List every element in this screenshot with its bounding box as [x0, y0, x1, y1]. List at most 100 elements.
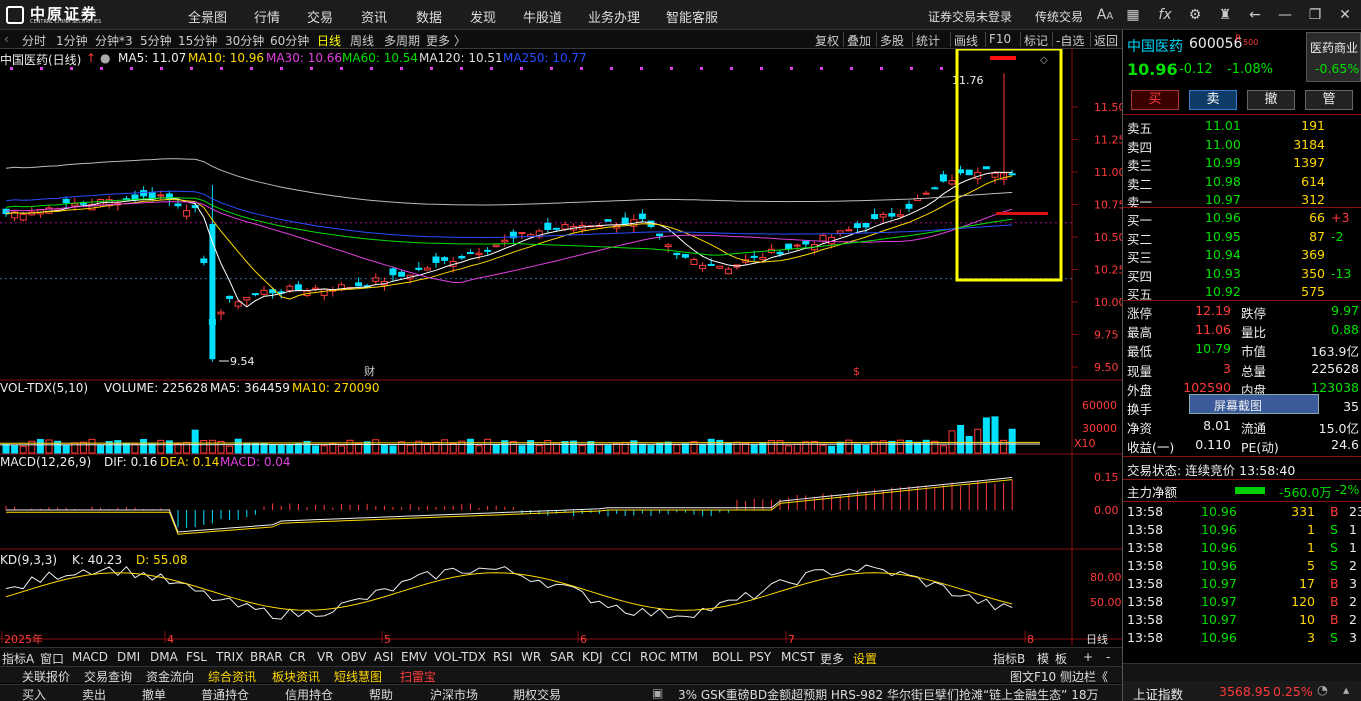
- menu-item-0[interactable]: 全景图: [188, 11, 228, 26]
- indicator-tab-0[interactable]: 指标A: [2, 652, 35, 666]
- close-icon[interactable]: ✕: [1339, 7, 1351, 23]
- shirt-skin-icon[interactable]: ♜: [1218, 7, 1232, 23]
- chart-tool-4[interactable]: 画线: [954, 34, 979, 48]
- side-tab-strip[interactable]: [1123, 663, 1361, 681]
- left-arrow-icon[interactable]: ‹: [4, 32, 9, 46]
- trade-shortcut-2[interactable]: 撤单: [142, 688, 167, 701]
- grid-icon[interactable]: ▦: [1126, 7, 1140, 23]
- font-size-icon[interactable]: AA: [1096, 7, 1114, 23]
- trade-shortcut-6[interactable]: 沪深市场: [430, 688, 479, 701]
- period-9[interactable]: 多周期: [384, 34, 421, 48]
- trade-shortcut-0[interactable]: 买入: [22, 688, 47, 701]
- ask-price[interactable]: 11.01: [1205, 118, 1241, 133]
- period-0[interactable]: 分时: [22, 34, 47, 48]
- indicator-tab-20[interactable]: MTM: [670, 650, 699, 664]
- trade-shortcut-4[interactable]: 信用持仓: [285, 688, 334, 701]
- sell-button[interactable]: 卖: [1189, 90, 1237, 110]
- indicator-tab-2[interactable]: MACD: [72, 650, 108, 664]
- period-1[interactable]: 1分钟: [56, 34, 88, 48]
- indicator-right-2[interactable]: 板: [1055, 652, 1068, 666]
- indicator-right-3[interactable]: +: [1083, 650, 1094, 664]
- indicator-tab-1[interactable]: 窗口: [40, 652, 65, 666]
- info-tab-6[interactable]: 扫雷宝: [400, 670, 437, 684]
- indicator-right-0[interactable]: 指标B: [993, 652, 1026, 666]
- info-tab-1[interactable]: 交易查询: [84, 670, 133, 684]
- chart-tool-5[interactable]: F10: [989, 32, 1012, 46]
- restore-icon[interactable]: ❐: [1308, 7, 1322, 23]
- info-tab-3[interactable]: 综合资讯: [208, 670, 257, 684]
- indicator-tab-5[interactable]: FSL: [186, 650, 207, 664]
- indicator-tab-23[interactable]: MCST: [781, 650, 815, 664]
- bid-price[interactable]: 10.92: [1205, 284, 1241, 299]
- cancel-order-button[interactable]: 撤: [1247, 90, 1295, 110]
- bid-price[interactable]: 10.96: [1205, 210, 1241, 225]
- indicator-right-4[interactable]: -: [1106, 650, 1111, 664]
- period-10[interactable]: 更多 〉: [426, 34, 466, 48]
- indicator-tab-4[interactable]: DMA: [150, 650, 178, 664]
- period-4[interactable]: 15分钟: [178, 34, 218, 48]
- info-tab-2[interactable]: 资金流向: [146, 670, 195, 684]
- menu-item-7[interactable]: 业务办理: [588, 11, 641, 26]
- classic-trade-button[interactable]: 传统交易: [1035, 10, 1084, 24]
- gear-icon[interactable]: ⚙: [1188, 7, 1202, 23]
- chart-tool-0[interactable]: 复权: [815, 34, 840, 48]
- sector-box[interactable]: 医药商业 -0.65%: [1306, 32, 1361, 82]
- buy-button[interactable]: 买: [1131, 90, 1179, 110]
- menu-item-3[interactable]: 资讯: [361, 11, 388, 26]
- expand-icon[interactable]: ▴: [1343, 682, 1350, 697]
- menu-item-4[interactable]: 数据: [416, 11, 443, 26]
- period-3[interactable]: 5分钟: [140, 34, 172, 48]
- ask-price[interactable]: 10.97: [1205, 192, 1241, 207]
- chart-tool-6[interactable]: 标记: [1024, 34, 1049, 48]
- ticker-toggle-icon[interactable]: ▣: [652, 686, 664, 700]
- indicator-tab-15[interactable]: WR: [521, 650, 542, 664]
- ask-price[interactable]: 11.00: [1205, 136, 1241, 152]
- period-8[interactable]: 周线: [350, 34, 375, 48]
- period-5[interactable]: 30分钟: [225, 34, 265, 48]
- bid-price[interactable]: 10.95: [1205, 228, 1241, 244]
- indicator-tab-17[interactable]: KDJ: [582, 650, 603, 664]
- indicator-tab-12[interactable]: EMV: [401, 650, 428, 664]
- menu-item-8[interactable]: 智能客服: [666, 11, 719, 26]
- info-tab-4[interactable]: 板块资讯: [272, 670, 321, 684]
- news-ticker[interactable]: 3% GSK重磅BD金额超预期 HRS-982 华尔街巨擘们抢滩“链上金融生态”…: [678, 688, 1099, 701]
- indicator-tab-10[interactable]: OBV: [341, 650, 367, 664]
- menu-item-1[interactable]: 行情: [254, 11, 281, 26]
- info-tab-0[interactable]: 关联报价: [22, 670, 71, 684]
- index-bar[interactable]: 上证指数 3568.95 0.25% ◔ ▴: [1123, 681, 1361, 701]
- indicator-tab-8[interactable]: CR: [289, 650, 306, 664]
- ask-price[interactable]: 10.98: [1205, 173, 1241, 189]
- indicator-tab-25[interactable]: 设置: [853, 652, 878, 666]
- formula-icon[interactable]: fx: [1158, 7, 1172, 23]
- speaker-icon[interactable]: ◔: [1317, 682, 1328, 697]
- trade-shortcut-7[interactable]: 期权交易: [513, 688, 562, 701]
- minimize-icon[interactable]: —: [1278, 7, 1292, 23]
- chart-tool-7[interactable]: -自选: [1056, 34, 1085, 48]
- manage-button[interactable]: 管: [1305, 90, 1353, 110]
- indicator-tab-18[interactable]: CCI: [611, 650, 632, 664]
- chart-tool-3[interactable]: 统计: [916, 34, 941, 48]
- indicator-tab-13[interactable]: VOL-TDX: [434, 650, 486, 664]
- indicator-tab-7[interactable]: BRAR: [250, 650, 283, 664]
- indicator-tab-11[interactable]: ASI: [374, 650, 394, 664]
- indicator-tab-14[interactable]: RSI: [493, 650, 513, 664]
- trade-shortcut-5[interactable]: 帮助: [369, 688, 394, 701]
- chart-tool-2[interactable]: 多股: [880, 34, 905, 48]
- indicator-tab-6[interactable]: TRIX: [216, 650, 244, 664]
- indicator-tab-3[interactable]: DMI: [117, 650, 141, 664]
- period-6[interactable]: 60分钟: [270, 34, 310, 48]
- trade-shortcut-1[interactable]: 卖出: [82, 688, 107, 701]
- settings-dot-icon[interactable]: ●: [100, 51, 111, 65]
- indicator-tab-22[interactable]: PSY: [749, 650, 772, 664]
- chart-tool-8[interactable]: 返回: [1094, 34, 1119, 48]
- indicator-tab-21[interactable]: BOLL: [712, 650, 743, 664]
- period-7[interactable]: 日线: [317, 34, 342, 48]
- ask-price[interactable]: 10.99: [1205, 155, 1241, 170]
- bid-price[interactable]: 10.93: [1205, 265, 1241, 281]
- kline-chart-area[interactable]: 11.50 11.25 11.00 10.75 10.50 10.25 10.00 9.75 9…: [0, 49, 1122, 646]
- indicator-tab-24[interactable]: 更多: [820, 652, 845, 666]
- chart-tool-1[interactable]: 叠加: [847, 34, 872, 48]
- indicator-tab-16[interactable]: SAR: [550, 650, 575, 664]
- bid-price[interactable]: 10.94: [1205, 247, 1241, 262]
- f10-sidebar-toggle[interactable]: 图文F10 侧边栏《: [1010, 670, 1108, 684]
